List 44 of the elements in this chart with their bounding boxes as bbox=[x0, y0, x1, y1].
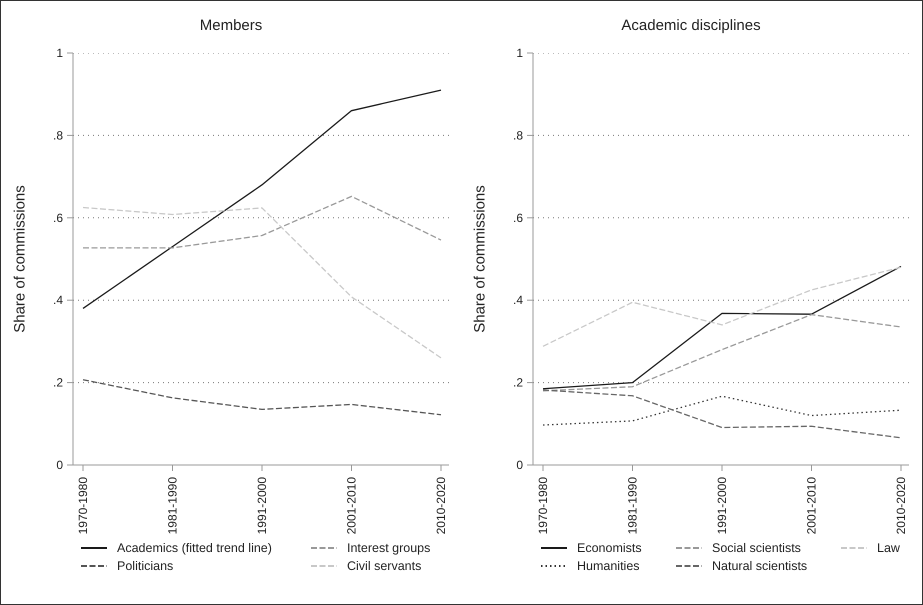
y-tick-label: 0 bbox=[56, 458, 64, 472]
legend-label: Law bbox=[877, 541, 900, 555]
x-tick-label: 1981-1990 bbox=[166, 476, 180, 534]
legend-label: Interest groups bbox=[347, 541, 430, 555]
legend-label: Civil servants bbox=[347, 559, 422, 573]
y-axis-title: Share of commissions bbox=[11, 185, 28, 333]
x-tick-label: 1970-1980 bbox=[76, 476, 90, 534]
x-tick-label: 2001-2010 bbox=[804, 476, 818, 534]
legend-label: Politicians bbox=[117, 559, 174, 573]
y-tick-label: 1 bbox=[516, 46, 524, 60]
x-tick-label: 1991-2000 bbox=[715, 476, 729, 534]
y-tick-label: .8 bbox=[52, 128, 64, 142]
line-series bbox=[542, 396, 902, 426]
x-tick-label: 2001-2010 bbox=[344, 476, 358, 534]
y-axis-title: Share of commissions bbox=[471, 185, 488, 333]
chart-title: Academic disciplines bbox=[620, 16, 762, 36]
x-tick-label: 2010-2020 bbox=[894, 476, 908, 534]
legend-label: Natural scientists bbox=[712, 559, 808, 573]
legend-label: Economists bbox=[577, 541, 642, 555]
y-tick-label: .4 bbox=[512, 293, 524, 308]
y-tick-label: .4 bbox=[52, 293, 64, 308]
line-series bbox=[542, 266, 902, 347]
line-series bbox=[82, 196, 442, 249]
y-tick-label: .6 bbox=[52, 210, 64, 225]
x-tick-label: 1981-1990 bbox=[626, 476, 640, 534]
chart-title: Members bbox=[198, 16, 264, 36]
line-series bbox=[82, 89, 442, 310]
x-tick-label: 2010-2020 bbox=[434, 476, 448, 534]
legend-label: Academics (fitted trend line) bbox=[117, 541, 272, 555]
line-series bbox=[542, 266, 902, 390]
line-series bbox=[542, 389, 902, 438]
y-tick-label: .2 bbox=[512, 376, 524, 390]
y-tick-label: 0 bbox=[516, 458, 524, 472]
y-tick-label: .2 bbox=[52, 376, 64, 390]
line-series bbox=[82, 206, 442, 359]
line-series bbox=[82, 379, 442, 416]
x-tick-label: 1970-1980 bbox=[536, 476, 550, 534]
y-tick-label: .8 bbox=[512, 128, 524, 142]
line-series bbox=[542, 314, 902, 392]
y-tick-label: 1 bbox=[56, 46, 64, 60]
x-tick-label: 1991-2000 bbox=[255, 476, 269, 534]
legend-label: Humanities bbox=[577, 559, 640, 573]
y-tick-label: .6 bbox=[512, 210, 524, 225]
legend-label: Social scientists bbox=[712, 541, 801, 555]
